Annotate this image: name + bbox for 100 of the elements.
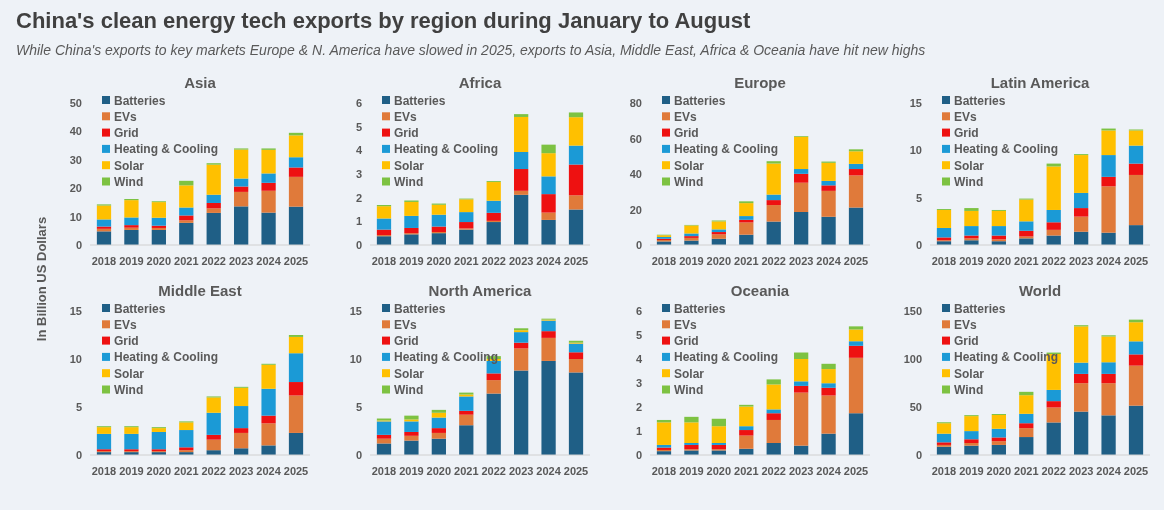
- y-tick-label: 0: [355, 239, 362, 251]
- x-tick-label: 2018: [91, 255, 117, 267]
- x-tick-label: 2024: [256, 255, 282, 267]
- bar: [541, 194, 556, 213]
- bar: [821, 395, 836, 434]
- bar: [541, 337, 556, 361]
- y-tick-label: 0: [635, 239, 642, 251]
- y-tick-label: 2: [635, 401, 642, 413]
- bar: [431, 438, 446, 455]
- legend-label: EVs: [954, 109, 978, 124]
- bar: [234, 186, 249, 192]
- bar: [848, 345, 864, 358]
- bar: [1101, 155, 1116, 177]
- y-tick-label: 15: [69, 305, 82, 317]
- bar: [124, 217, 139, 226]
- bar: [96, 205, 112, 220]
- legend-label: Heating & Cooling: [954, 142, 1058, 157]
- legend-label: Solar: [394, 366, 425, 381]
- bar: [486, 182, 501, 201]
- legend-label: EVs: [674, 109, 698, 124]
- bar: [936, 433, 952, 443]
- x-tick-label: 2021: [1014, 255, 1039, 267]
- bar: [206, 208, 221, 213]
- bar: [1128, 225, 1144, 245]
- y-axis-title: In Billion US Dollars: [34, 216, 49, 342]
- x-tick-label: 2018: [931, 255, 957, 267]
- y-tick-label: 50: [69, 97, 82, 109]
- y-tick-label: 2: [355, 191, 362, 204]
- bar: [206, 434, 221, 440]
- bar: [568, 195, 584, 210]
- bar: [766, 163, 781, 195]
- bar: [1046, 389, 1061, 402]
- bar: [1101, 383, 1116, 416]
- bar: [541, 153, 556, 177]
- bar: [124, 200, 139, 218]
- bar: [459, 199, 474, 213]
- bar: [1101, 373, 1116, 384]
- bar: [234, 432, 249, 449]
- bar: [1019, 199, 1034, 222]
- bar: [821, 162, 836, 181]
- bar: [991, 226, 1006, 236]
- bar: [431, 417, 446, 429]
- bar: [568, 352, 584, 359]
- x-tick-label: 2018: [931, 465, 957, 477]
- chart-title: Asia: [184, 74, 217, 91]
- legend-label: Solar: [954, 366, 985, 381]
- bar: [739, 426, 754, 431]
- bar: [1101, 336, 1116, 363]
- y-tick-label: 0: [635, 449, 642, 461]
- x-tick-label: 2021: [454, 255, 479, 267]
- legend-label: Solar: [394, 158, 425, 173]
- bar: [821, 387, 836, 396]
- y-tick-label: 6: [355, 97, 362, 109]
- bar: [766, 205, 781, 222]
- x-tick-label: 2023: [1068, 465, 1094, 477]
- legend-label: EVs: [114, 317, 138, 332]
- x-tick-label: 2024: [816, 465, 842, 477]
- bar: [151, 431, 166, 450]
- x-tick-label: 2019: [959, 255, 984, 267]
- legend-label: Solar: [114, 158, 145, 173]
- bar: [1128, 365, 1144, 406]
- y-tick-label: 4: [355, 144, 363, 157]
- x-tick-label: 2021: [1014, 465, 1039, 477]
- legend-label: Grid: [954, 126, 979, 141]
- x-tick-label: 2025: [1123, 255, 1149, 267]
- x-tick-label: 2020: [706, 255, 732, 267]
- bar: [486, 212, 501, 221]
- bar: [404, 421, 419, 432]
- bar: [541, 176, 556, 195]
- bar: [821, 185, 836, 191]
- legend-label: Heating & Cooling: [674, 350, 778, 365]
- y-tick-label: 3: [355, 168, 362, 180]
- text: While China's exports to key markets Europe & N. America have slowed in 2025, exports to Asia, Middle East, Africa & Oceania have hit new highs: [16, 42, 926, 58]
- bar: [794, 352, 809, 359]
- bar: [514, 190, 529, 195]
- bar: [1101, 362, 1116, 374]
- bar: [234, 206, 249, 245]
- bar: [288, 167, 304, 177]
- bar: [848, 341, 864, 346]
- legend-label: Wind: [954, 383, 984, 397]
- bar: [711, 426, 726, 443]
- bar: [568, 343, 584, 353]
- bar: [486, 393, 501, 455]
- y-tick-label: 0: [355, 449, 362, 461]
- x-tick-label: 2021: [174, 255, 199, 267]
- text: China's clean energy tech exports by region during January to August: [16, 8, 751, 33]
- legend-label: Heating & Cooling: [114, 350, 218, 365]
- x-tick-label: 2023: [508, 465, 534, 477]
- bar: [1019, 413, 1034, 424]
- legend-label: Wind: [114, 383, 144, 397]
- bar: [206, 202, 221, 209]
- bar: [739, 406, 754, 427]
- bar: [991, 414, 1006, 429]
- bar: [376, 443, 392, 455]
- bar: [541, 144, 556, 154]
- x-tick-label: 2025: [283, 255, 309, 267]
- bar: [568, 145, 584, 165]
- x-tick-label: 2019: [679, 255, 704, 267]
- bar: [206, 412, 221, 435]
- bar: [794, 173, 809, 183]
